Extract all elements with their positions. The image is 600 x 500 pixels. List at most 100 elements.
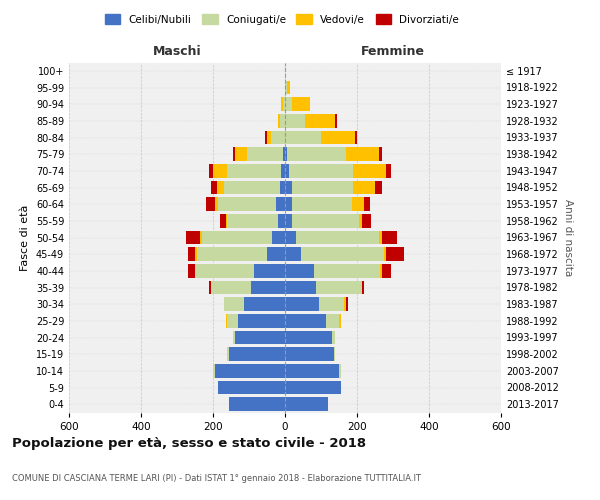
Bar	[186, 230, 200, 244]
Bar	[375, 180, 382, 194]
Bar	[314, 264, 380, 278]
Bar	[285, 280, 316, 294]
Bar	[283, 148, 285, 161]
Bar	[285, 380, 341, 394]
Bar	[229, 398, 285, 411]
Bar	[285, 348, 334, 361]
Y-axis label: Anni di nascita: Anni di nascita	[563, 199, 572, 276]
Bar	[326, 314, 339, 328]
Bar	[296, 230, 379, 244]
Bar	[285, 80, 287, 94]
Bar	[339, 364, 341, 378]
Bar	[285, 398, 328, 411]
Bar	[285, 214, 292, 228]
Bar	[217, 180, 224, 194]
Bar	[332, 330, 335, 344]
Bar	[339, 314, 341, 328]
Bar	[359, 214, 362, 228]
Bar	[272, 230, 285, 244]
Bar	[285, 114, 305, 128]
Bar	[220, 214, 226, 228]
Bar	[215, 198, 218, 211]
Bar	[195, 248, 197, 261]
Bar	[188, 264, 195, 278]
Bar	[224, 298, 244, 311]
Bar	[292, 198, 352, 211]
Bar	[285, 198, 292, 211]
Bar	[285, 330, 332, 344]
Bar	[285, 364, 339, 378]
Bar	[213, 164, 227, 177]
Bar	[226, 314, 227, 328]
Bar	[278, 114, 280, 128]
Bar	[215, 364, 285, 378]
Bar	[227, 348, 229, 361]
Bar	[209, 280, 211, 294]
Bar	[301, 248, 384, 261]
Bar	[384, 248, 386, 261]
Bar	[202, 230, 272, 244]
Bar	[267, 248, 285, 261]
Bar	[379, 148, 382, 161]
Bar	[271, 130, 285, 144]
Bar	[287, 80, 290, 94]
Bar	[211, 280, 251, 294]
Bar	[285, 130, 321, 144]
Bar	[233, 148, 235, 161]
Bar	[334, 348, 335, 361]
Bar	[305, 114, 335, 128]
Bar	[195, 264, 254, 278]
Bar	[285, 314, 326, 328]
Bar	[200, 230, 202, 244]
Bar	[227, 164, 281, 177]
Bar	[281, 98, 283, 111]
Bar	[285, 180, 292, 194]
Bar	[346, 148, 379, 161]
Bar	[233, 330, 235, 344]
Bar	[364, 198, 370, 211]
Bar	[265, 130, 267, 144]
Text: Femmine: Femmine	[361, 44, 425, 58]
Bar	[353, 164, 386, 177]
Bar	[285, 264, 314, 278]
Bar	[188, 248, 195, 261]
Bar	[379, 230, 382, 244]
Bar	[362, 280, 364, 294]
Bar	[382, 230, 397, 244]
Bar	[386, 248, 404, 261]
Bar	[235, 330, 285, 344]
Bar	[254, 264, 285, 278]
Bar	[226, 214, 227, 228]
Bar	[386, 164, 391, 177]
Y-axis label: Fasce di età: Fasce di età	[20, 204, 30, 270]
Bar	[280, 180, 285, 194]
Bar	[247, 148, 283, 161]
Text: COMUNE DI CASCIANA TERME LARI (PI) - Dati ISTAT 1° gennaio 2018 - Elaborazione T: COMUNE DI CASCIANA TERME LARI (PI) - Dat…	[12, 474, 421, 483]
Bar	[352, 198, 364, 211]
Bar	[285, 230, 296, 244]
Text: Popolazione per età, sesso e stato civile - 2018: Popolazione per età, sesso e stato civil…	[12, 438, 366, 450]
Bar	[316, 280, 362, 294]
Bar	[285, 164, 289, 177]
Bar	[278, 214, 285, 228]
Bar	[251, 280, 285, 294]
Bar	[292, 214, 359, 228]
Bar	[289, 164, 353, 177]
Bar	[218, 198, 276, 211]
Bar	[353, 180, 375, 194]
Text: Maschi: Maschi	[152, 44, 202, 58]
Bar	[319, 298, 344, 311]
Bar	[321, 130, 355, 144]
Bar	[346, 298, 348, 311]
Bar	[267, 130, 271, 144]
Bar	[283, 98, 285, 111]
Bar	[227, 314, 238, 328]
Bar	[292, 180, 353, 194]
Bar	[244, 298, 285, 311]
Bar	[335, 114, 337, 128]
Bar	[213, 364, 215, 378]
Bar	[227, 214, 278, 228]
Bar	[224, 180, 280, 194]
Bar	[285, 298, 319, 311]
Bar	[235, 148, 247, 161]
